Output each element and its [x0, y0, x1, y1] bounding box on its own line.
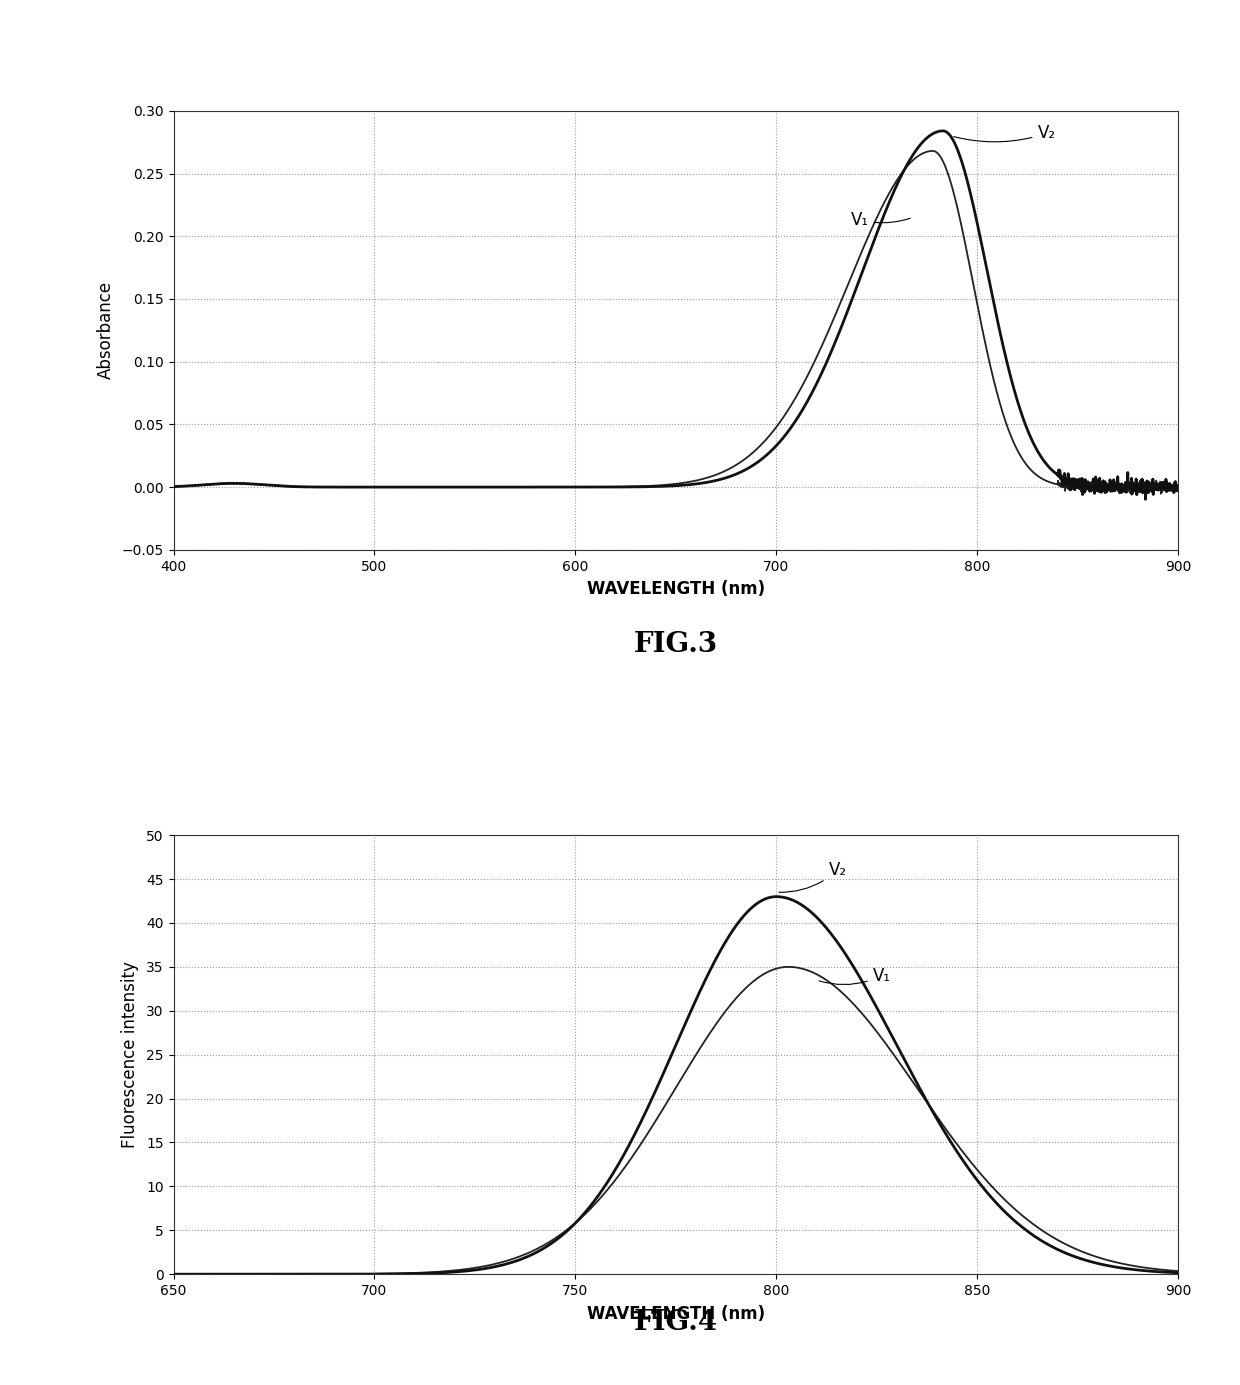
X-axis label: WAVELENGTH (nm): WAVELENGTH (nm)	[587, 1305, 765, 1323]
Text: V₁: V₁	[851, 211, 910, 229]
Y-axis label: Absorbance: Absorbance	[97, 281, 114, 379]
Text: V₁: V₁	[820, 967, 890, 985]
Y-axis label: Fluorescence intensity: Fluorescence intensity	[122, 961, 139, 1148]
Text: FIG.3: FIG.3	[634, 630, 718, 658]
X-axis label: WAVELENGTH (nm): WAVELENGTH (nm)	[587, 580, 765, 598]
Text: V₂: V₂	[954, 125, 1055, 143]
Text: FIG.4: FIG.4	[634, 1309, 718, 1337]
Text: V₂: V₂	[779, 861, 847, 892]
